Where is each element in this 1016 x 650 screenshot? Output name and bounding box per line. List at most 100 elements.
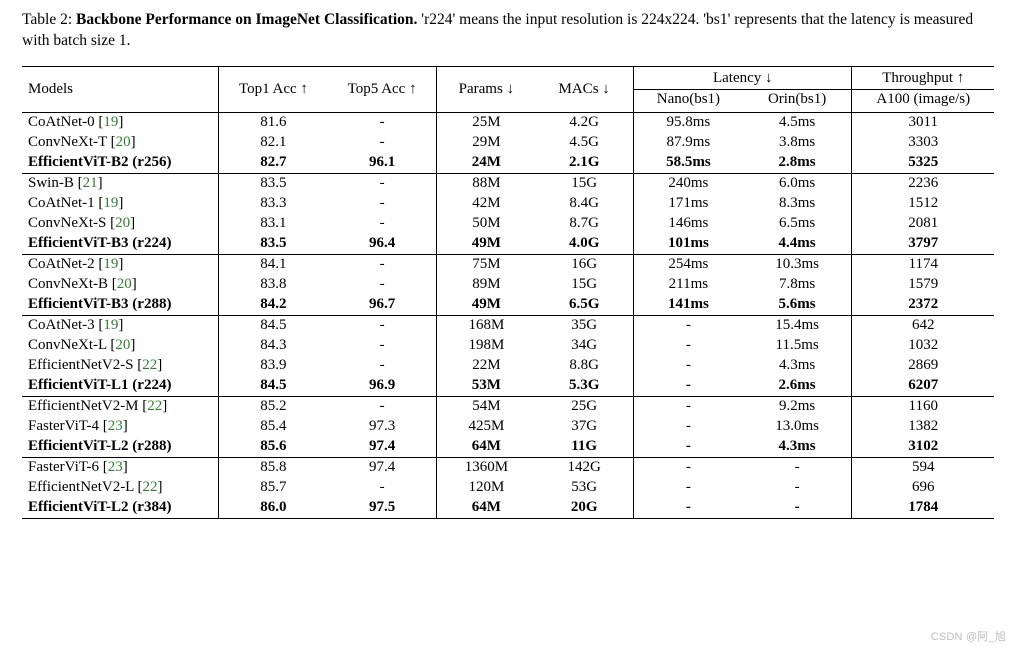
cell-model: EfficientNetV2-L [22] (22, 478, 219, 498)
cell-a100: 1174 (852, 254, 994, 275)
cell-macs: 2.1G (535, 153, 633, 174)
cell-nano: - (634, 396, 743, 417)
citation-link[interactable]: 22 (147, 398, 162, 414)
cell-a100: 1032 (852, 336, 994, 356)
cell-nano: - (634, 478, 743, 498)
table-row: ConvNeXt-B [20]83.8-89M15G211ms7.8ms1579 (22, 275, 994, 295)
cell-a100: 594 (852, 457, 994, 478)
cell-nano: - (634, 376, 743, 397)
cell-macs: 8.7G (535, 214, 633, 234)
cell-macs: 8.8G (535, 356, 633, 376)
cell-orin: 7.8ms (743, 275, 852, 295)
cell-top5: 97.4 (328, 457, 437, 478)
cell-top1: 84.5 (219, 315, 328, 336)
cell-orin: 3.8ms (743, 133, 852, 153)
cell-params: 42M (437, 194, 535, 214)
citation-link[interactable]: 23 (108, 418, 123, 434)
cell-params: 88M (437, 173, 535, 194)
cell-macs: 6.5G (535, 295, 633, 316)
cell-params: 64M (437, 498, 535, 519)
citation-link[interactable]: 20 (115, 337, 130, 353)
cell-top5: 97.3 (328, 417, 437, 437)
cell-top1: 83.5 (219, 234, 328, 255)
cell-macs: 53G (535, 478, 633, 498)
cell-nano: 58.5ms (634, 153, 743, 174)
cell-a100: 2372 (852, 295, 994, 316)
cell-top5: - (328, 133, 437, 153)
cell-macs: 15G (535, 173, 633, 194)
cell-params: 425M (437, 417, 535, 437)
cell-nano: - (634, 417, 743, 437)
cell-params: 120M (437, 478, 535, 498)
cell-macs: 16G (535, 254, 633, 275)
cell-model: EfficientViT-L2 (r288) (22, 437, 219, 458)
cell-a100: 2869 (852, 356, 994, 376)
citation-link[interactable]: 20 (117, 276, 132, 292)
table-row: EfficientViT-B3 (r224)83.596.449M4.0G101… (22, 234, 994, 255)
table-body: CoAtNet-0 [19]81.6-25M4.2G95.8ms4.5ms301… (22, 112, 994, 518)
cell-a100: 1382 (852, 417, 994, 437)
cell-top1: 83.8 (219, 275, 328, 295)
cell-nano: 211ms (634, 275, 743, 295)
cell-top5: - (328, 254, 437, 275)
citation-link[interactable]: 20 (115, 215, 130, 231)
cell-macs: 25G (535, 396, 633, 417)
citation-link[interactable]: 19 (103, 317, 118, 333)
cell-top1: 82.7 (219, 153, 328, 174)
cell-orin: 6.5ms (743, 214, 852, 234)
citation-link[interactable]: 22 (143, 479, 158, 495)
cell-top5: - (328, 315, 437, 336)
cell-macs: 5.3G (535, 376, 633, 397)
cell-a100: 1160 (852, 396, 994, 417)
cell-macs: 4.5G (535, 133, 633, 153)
cell-top5: - (328, 336, 437, 356)
cell-a100: 1512 (852, 194, 994, 214)
cell-orin: 5.6ms (743, 295, 852, 316)
cell-top5: 96.1 (328, 153, 437, 174)
cell-top5: - (328, 173, 437, 194)
cell-nano: - (634, 356, 743, 376)
cell-top1: 82.1 (219, 133, 328, 153)
cell-top5: - (328, 194, 437, 214)
cell-model: EfficientViT-L1 (r224) (22, 376, 219, 397)
cell-model: ConvNeXt-T [20] (22, 133, 219, 153)
cell-top5: 96.4 (328, 234, 437, 255)
cell-params: 49M (437, 234, 535, 255)
table-row: EfficientViT-L1 (r224)84.596.953M5.3G-2.… (22, 376, 994, 397)
cell-model: EfficientViT-B3 (r288) (22, 295, 219, 316)
cell-top5: 97.4 (328, 437, 437, 458)
citation-link[interactable]: 19 (103, 195, 118, 211)
cell-model: ConvNeXt-B [20] (22, 275, 219, 295)
cell-nano: 141ms (634, 295, 743, 316)
table-row: EfficientNetV2-L [22]85.7-120M53G--696 (22, 478, 994, 498)
citation-link[interactable]: 23 (108, 459, 123, 475)
table-header: Models Top1 Acc ↑ Top5 Acc ↑ Params ↓ MA… (22, 66, 994, 112)
cell-orin: 13.0ms (743, 417, 852, 437)
table-caption: Table 2: Backbone Performance on ImageNe… (22, 10, 994, 52)
table-row: Swin-B [21]83.5-88M15G240ms6.0ms2236 (22, 173, 994, 194)
cell-model: CoAtNet-3 [19] (22, 315, 219, 336)
citation-link[interactable]: 22 (142, 357, 157, 373)
cell-a100: 5325 (852, 153, 994, 174)
header-nano: Nano(bs1) (634, 89, 743, 110)
cell-orin: - (743, 498, 852, 519)
table-row: ConvNeXt-T [20]82.1-29M4.5G87.9ms3.8ms33… (22, 133, 994, 153)
cell-nano: - (634, 437, 743, 458)
cell-top5: - (328, 112, 437, 133)
cell-orin: 4.4ms (743, 234, 852, 255)
cell-orin: 2.8ms (743, 153, 852, 174)
cell-a100: 642 (852, 315, 994, 336)
table-row: CoAtNet-2 [19]84.1-75M16G254ms10.3ms1174 (22, 254, 994, 275)
citation-link[interactable]: 19 (103, 114, 118, 130)
citation-link[interactable]: 20 (116, 134, 131, 150)
cell-orin: 4.3ms (743, 437, 852, 458)
cell-model: FasterViT-6 [23] (22, 457, 219, 478)
cell-model: Swin-B [21] (22, 173, 219, 194)
cell-nano: 240ms (634, 173, 743, 194)
citation-link[interactable]: 19 (103, 256, 118, 272)
cell-top1: 81.6 (219, 112, 328, 133)
citation-link[interactable]: 21 (83, 175, 98, 191)
cell-nano: 171ms (634, 194, 743, 214)
table-row: EfficientNetV2-S [22]83.9-22M8.8G-4.3ms2… (22, 356, 994, 376)
table-row: FasterViT-6 [23]85.897.41360M142G--594 (22, 457, 994, 478)
